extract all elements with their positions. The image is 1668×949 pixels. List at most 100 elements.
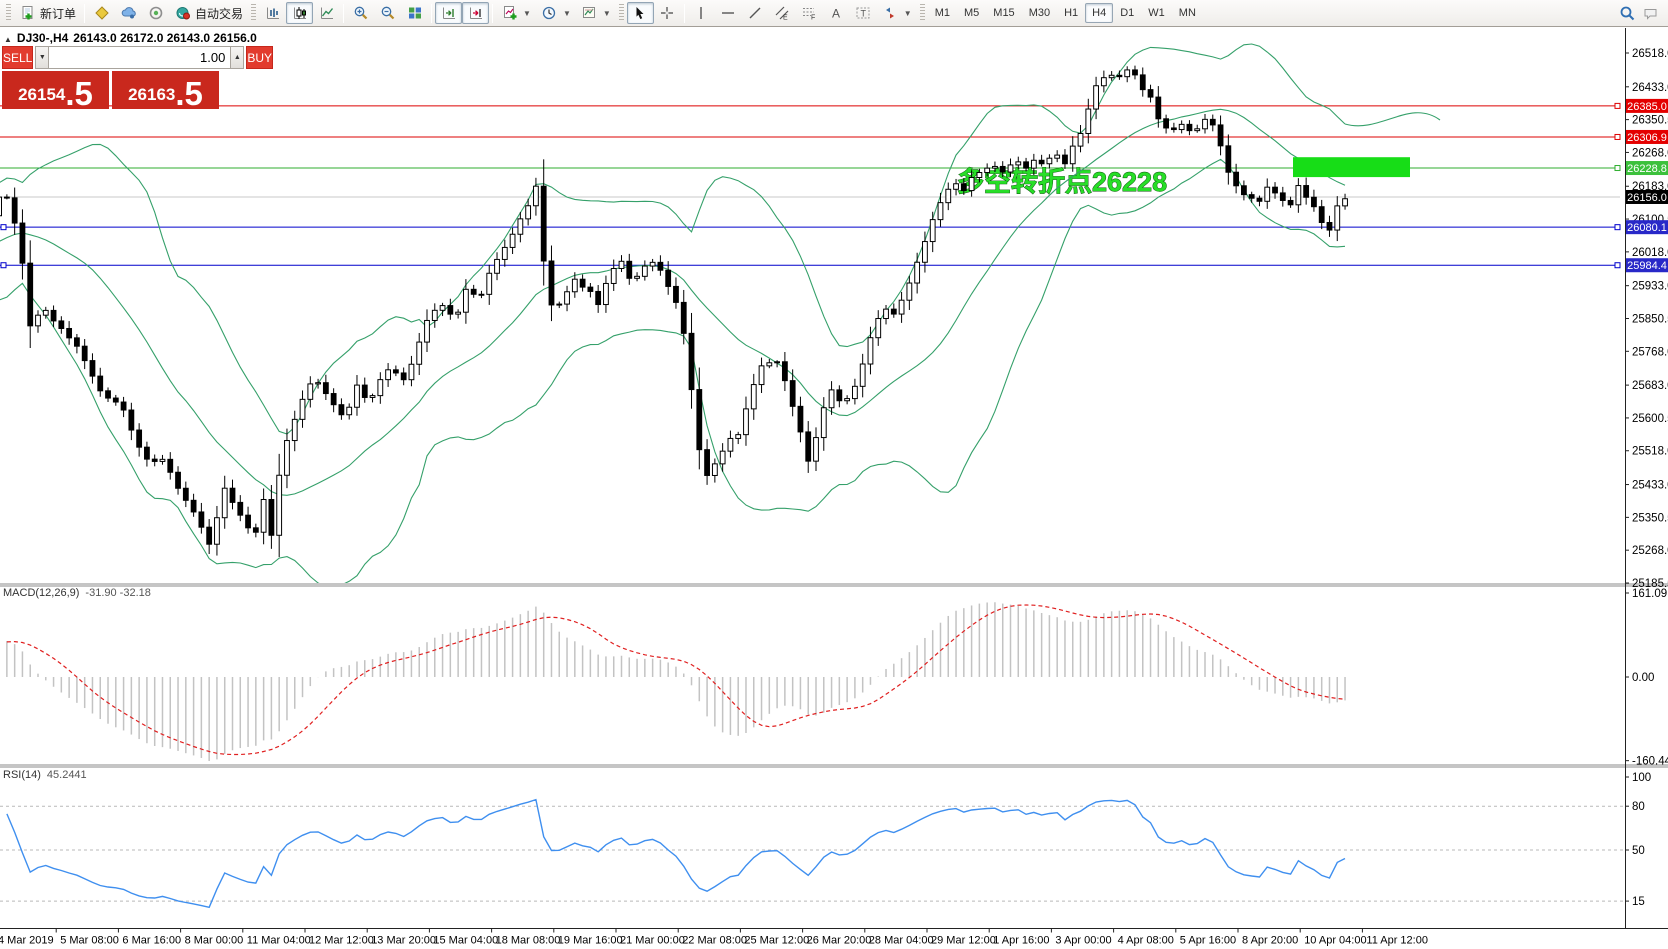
bollinger-upper[interactable] [0,43,1346,435]
zoom-in-icon [352,5,369,22]
arrows-tool[interactable]: ▼ [877,2,917,24]
chart-plot[interactable]: 多空转折点26228 26518.0 26433.0 26350.5 26268.0 26… [0,28,1668,949]
tile-windows-button[interactable] [401,2,428,24]
timeframe-button-M5[interactable]: M5 [964,7,980,19]
bollinger-tail [1344,112,1441,127]
tile-windows-icon [406,5,423,22]
rsi-pane[interactable] [0,798,1624,909]
text-label-icon: T [855,5,872,22]
toolbar-grip[interactable] [919,4,925,22]
cursor-button[interactable] [626,2,654,24]
volume-decrease-button[interactable]: ▼ [35,46,50,69]
auto-scroll-button[interactable] [435,2,463,24]
one-click-toggle-icon[interactable] [4,31,12,45]
buy-button[interactable]: BUY [246,46,274,69]
macd-pane-label: MACD(12,26,9) -31.90 -32.18 [3,587,151,599]
line-handle[interactable] [0,224,7,231]
crosshair-button[interactable] [654,2,681,24]
buy-price-display[interactable]: 26163 .5 [112,71,219,110]
periods-button[interactable]: ▼ [536,2,576,24]
axis-label: 0.00 [1632,672,1654,684]
time-label: 29 Mar 12:00 [931,935,996,947]
zoom-in-button[interactable] [347,2,374,24]
main-pane[interactable]: 多空转折点26228 [0,43,1620,587]
sell-price-big: .5 [65,74,93,112]
time-label: 11 Apr 12:00 [1366,935,1428,947]
axis-label: 25185.5 [1632,578,1668,590]
price-badge-label: 26228.8 [1627,163,1667,175]
chart-shift-button[interactable] [462,2,490,24]
time-label: 22 Mar 08:00 [682,935,747,947]
search-icon[interactable] [1619,5,1636,22]
new-order-button[interactable]: 新订单 [14,2,81,24]
toolbar-grip[interactable] [618,4,624,22]
sell-price-display[interactable]: 26154 .5 [2,71,109,112]
rsi-pane-label: RSI(14) 45.2441 [3,769,87,781]
horizontal-line-icon [720,5,737,22]
volume-increase-button[interactable]: ▲ [230,46,245,69]
volume-input[interactable] [49,46,231,69]
autotrading-icon [174,5,191,22]
timeframe-button-W1[interactable]: W1 [1148,7,1165,19]
chat-icon[interactable] [1642,5,1659,22]
bar-chart-icon [264,5,281,22]
toolbar-grip[interactable] [251,4,257,22]
horizontal-line-tool[interactable] [715,2,742,24]
autotrading-button[interactable]: 自动交易 [169,2,248,24]
signal-button[interactable] [142,2,169,24]
community-button[interactable] [115,2,142,24]
new-order-icon [19,5,36,22]
line-handle[interactable] [1614,224,1621,231]
price-badge-label: 26385.0 [1627,101,1667,113]
indicators-button[interactable]: ▼ [496,2,536,24]
highlight-rectangle[interactable] [1293,157,1410,178]
ohlc-values: 26143.0 26172.0 26143.0 26156.0 [73,31,257,45]
text-icon: A [828,5,845,22]
timeframe-button-H4[interactable]: H4 [1085,3,1114,23]
chart-profile-button[interactable] [88,2,115,24]
bollinger-middle[interactable] [0,108,1346,496]
timeframe-button-MN[interactable]: MN [1178,7,1196,19]
text-tool[interactable]: A [823,2,850,24]
vertical-line-tool[interactable] [688,2,715,24]
symbol-period-label: DJ30-,H4 [16,31,69,45]
line-handle[interactable] [1614,165,1621,172]
line-handle[interactable] [1614,262,1621,269]
trendline-tool[interactable] [742,2,769,24]
line-chart-icon [318,5,335,22]
fibonacci-tool[interactable]: F [796,2,823,24]
timeframe-button-M30[interactable]: M30 [1028,7,1051,19]
time-label: 15 Mar 04:00 [433,935,498,947]
toolbar-grip[interactable] [6,4,11,22]
bar-chart-button[interactable] [259,2,286,24]
svg-text:E: E [783,15,788,22]
signal-icon [147,5,164,22]
line-handle[interactable] [1614,133,1621,140]
text-label-tool[interactable]: T [850,2,877,24]
candlestick-chart-button[interactable] [286,2,314,24]
line-handle[interactable] [1614,102,1621,109]
price-badge-label: 26156.0 [1627,192,1667,204]
line-handle[interactable] [0,262,7,269]
macd-pane[interactable] [6,602,1346,761]
timeframe-button-H1[interactable]: H1 [1064,7,1079,19]
buy-price-main: 26163 [128,85,176,104]
templates-button[interactable]: ▼ [576,2,616,24]
time-label: 19 Mar 16:00 [558,935,623,947]
timeframe-button-D1[interactable]: D1 [1120,7,1135,19]
equidistant-channel-tool[interactable]: E [769,2,796,24]
sell-price-main: 26154 [18,85,66,104]
bollinger-lower[interactable] [0,158,1346,587]
timeframe-button-M15[interactable]: M15 [993,7,1015,19]
axis-label: 26350.5 [1632,115,1668,127]
axis-label: 25768.0 [1632,346,1668,358]
line-chart-button[interactable] [313,2,340,24]
zoom-out-button[interactable] [374,2,401,24]
macd-name: MACD(12,26,9) [3,587,80,599]
separator [84,3,86,23]
sell-button[interactable]: SELL [2,46,34,69]
timeframe-button-M1[interactable]: M1 [934,7,950,19]
time-label: 28 Mar 04:00 [869,935,934,947]
toolbar-right [1619,5,1665,22]
time-label: 26 Mar 20:00 [807,935,872,947]
